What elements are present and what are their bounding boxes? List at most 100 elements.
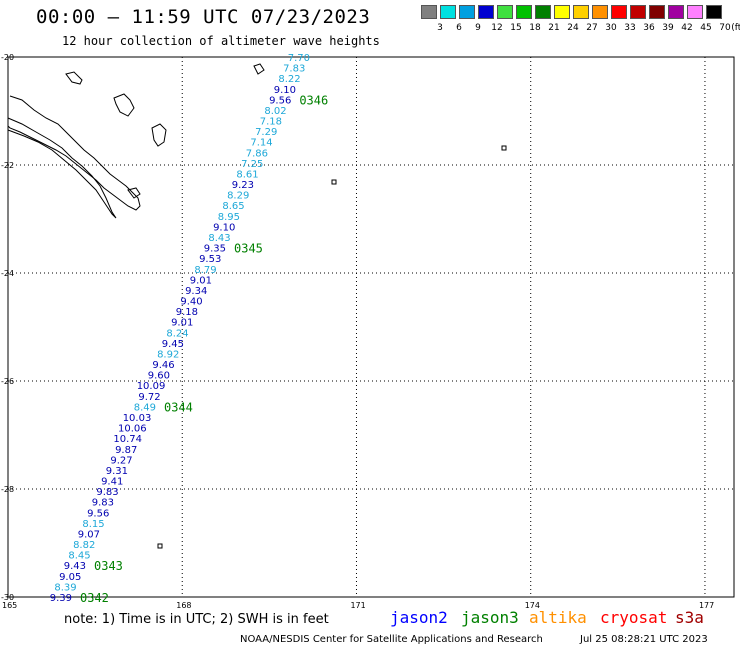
colorbar-label: 33 [624, 23, 636, 33]
swh-value: 8.61 [236, 169, 258, 180]
colorbar-label: 42 [681, 23, 693, 33]
pass-time-label: 0342 [80, 591, 109, 605]
pass-time-label: 0344 [164, 400, 193, 414]
swh-value: 9.60 [148, 371, 170, 382]
pass-time-labels: 0346 0345 0344 0343 0342 [80, 93, 328, 605]
colorbar-swatch [478, 5, 494, 19]
swh-value: 9.18 [176, 307, 198, 318]
swh-value: 9.34 [185, 286, 207, 297]
colorbar-swatch [516, 5, 532, 19]
swh-value: 9.45 [162, 339, 184, 350]
swh-value: 9.01 [171, 318, 193, 329]
coastline [7, 63, 507, 549]
swh-value: 7.83 [283, 64, 305, 75]
colorbar-swatch [649, 5, 665, 19]
lon-tick-label: 165 [2, 601, 17, 610]
legend-cryosat: cryosat [600, 608, 668, 627]
units-note: note: 1) Time is in UTC; 2) SWH is in fe… [64, 612, 329, 627]
swh-value: 10.74 [113, 434, 142, 445]
colorbar-label: 70 [719, 23, 731, 33]
swh-value: 8.82 [73, 540, 95, 551]
lon-tick-label: 171 [350, 601, 365, 610]
swh-value: 8.49 [134, 402, 156, 413]
swh-value: 8.02 [264, 106, 286, 117]
colorbar-swatch [535, 5, 551, 19]
loyalty-island-lifou [113, 93, 135, 117]
swh-value: 8.22 [278, 74, 300, 85]
colorbar-swatch [611, 5, 627, 19]
legend-s3a: s3a [675, 608, 704, 627]
swh-value: 7.29 [255, 127, 277, 138]
colorbar-label: 12 [491, 23, 503, 33]
lon-tick-label: 174 [525, 601, 540, 610]
colorbar-label: 30 [605, 23, 617, 33]
swh-value: 8.45 [68, 551, 90, 562]
small-island-1 [331, 179, 337, 185]
swh-value: 9.40 [180, 297, 202, 308]
swh-value: 9.53 [199, 254, 221, 265]
swh-value: 8.29 [227, 191, 249, 202]
colorbar-swatch [706, 5, 722, 19]
swh-value: 9.10 [213, 222, 235, 233]
new-caledonia-reef [7, 117, 117, 219]
swh-value: 9.56 [87, 508, 109, 519]
swh-value: 9.31 [106, 466, 128, 477]
colorbar-swatch [630, 5, 646, 19]
swh-value: 8.65 [222, 201, 244, 212]
pass-time-label: 0346 [299, 93, 328, 107]
colorbar-label: 24 [567, 23, 579, 33]
legend-jason3: jason3 [461, 608, 519, 627]
swh-value: 9.35 [204, 244, 226, 255]
swh-value: 8.79 [194, 265, 216, 276]
isle-of-pines [127, 187, 141, 199]
pass-time-label: 0343 [94, 559, 123, 573]
legend-jason2: jason2 [390, 608, 448, 627]
swh-value: 9.43 [64, 561, 86, 572]
swh-value: 8.43 [208, 233, 230, 244]
swh-value: 9.07 [78, 529, 100, 540]
swh-value: 9.10 [274, 85, 296, 96]
swh-value: 9.83 [96, 487, 118, 498]
swh-value: 8.24 [166, 328, 188, 339]
loyalty-island-ouvea [65, 71, 83, 85]
swh-value: 9.41 [101, 477, 123, 488]
colorbar-swatch [440, 5, 456, 19]
swh-value: 9.27 [110, 455, 132, 466]
walpole-island [253, 63, 265, 75]
map-border [7, 56, 735, 598]
colorbar-unit: (ft) [731, 23, 740, 33]
swh-value: 10.09 [137, 381, 166, 392]
credit-date: Jul 25 08:28:21 UTC 2023 [580, 634, 708, 645]
axis-labels: 165 168 171 174 177 -20 -22 -24 -26 -28 -30 [1, 53, 714, 610]
colorbar-label: 6 [456, 23, 462, 33]
lat-tick-label: -26 [1, 377, 14, 386]
swh-value: 8.39 [54, 582, 76, 593]
colorbar-label: 27 [586, 23, 598, 33]
swh-value: 7.70 [288, 53, 310, 64]
swh-value: 9.39 [50, 593, 72, 604]
swh-value: 8.92 [157, 349, 179, 360]
lat-tick-label: -22 [1, 161, 14, 170]
colorbar-label: 45 [700, 23, 712, 33]
swh-value: 10.03 [123, 413, 152, 424]
map-title: 00:00 – 11:59 UTC 07/23/2023 [36, 6, 371, 28]
small-island-3 [157, 543, 163, 549]
colorbar-label: 9 [475, 23, 481, 33]
swh-value: 9.05 [59, 572, 81, 583]
colorbar-swatch [573, 5, 589, 19]
colorbar-swatch [421, 5, 437, 19]
colorbar-swatch [459, 5, 475, 19]
colorbar-label: 36 [643, 23, 655, 33]
new-caledonia-coast [7, 95, 141, 211]
map-subtitle: 12 hour collection of altimeter wave hei… [62, 34, 380, 48]
colorbar-label: 18 [529, 23, 541, 33]
lat-tick-label: -30 [1, 593, 14, 602]
swh-value: 7.14 [250, 138, 272, 149]
lat-tick-label: -20 [1, 53, 14, 62]
swh-value: 9.72 [138, 392, 160, 403]
altimeter-track: 7.707.838.229.109.568.027.187.297.147.86… [50, 53, 310, 604]
swh-value: 7.86 [246, 148, 268, 159]
lat-tick-label: -24 [1, 269, 14, 278]
swh-value: 9.23 [232, 180, 254, 191]
